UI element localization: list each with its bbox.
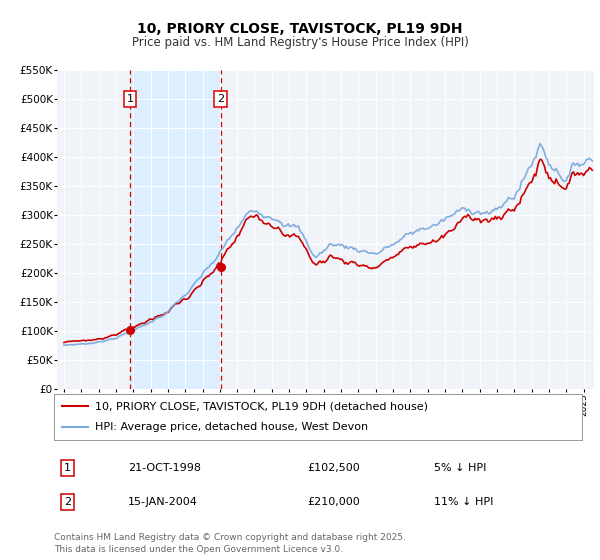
Text: Contains HM Land Registry data © Crown copyright and database right 2025.
This d: Contains HM Land Registry data © Crown c… bbox=[54, 533, 406, 554]
Text: £210,000: £210,000 bbox=[307, 497, 360, 507]
Text: 10, PRIORY CLOSE, TAVISTOCK, PL19 9DH (detached house): 10, PRIORY CLOSE, TAVISTOCK, PL19 9DH (d… bbox=[95, 401, 428, 411]
Bar bbox=[130, 70, 221, 389]
Text: 11% ↓ HPI: 11% ↓ HPI bbox=[434, 497, 494, 507]
Text: 5% ↓ HPI: 5% ↓ HPI bbox=[434, 463, 487, 473]
Text: 15-JAN-2004: 15-JAN-2004 bbox=[128, 497, 198, 507]
Text: Price paid vs. HM Land Registry's House Price Index (HPI): Price paid vs. HM Land Registry's House … bbox=[131, 36, 469, 49]
Text: 2: 2 bbox=[64, 497, 71, 507]
Text: 10, PRIORY CLOSE, TAVISTOCK, PL19 9DH: 10, PRIORY CLOSE, TAVISTOCK, PL19 9DH bbox=[137, 22, 463, 36]
Text: 1: 1 bbox=[127, 94, 133, 104]
Text: 2: 2 bbox=[217, 94, 224, 104]
Text: £102,500: £102,500 bbox=[307, 463, 360, 473]
Text: 1: 1 bbox=[64, 463, 71, 473]
Text: 21-OCT-1998: 21-OCT-1998 bbox=[128, 463, 201, 473]
Text: HPI: Average price, detached house, West Devon: HPI: Average price, detached house, West… bbox=[95, 422, 368, 432]
